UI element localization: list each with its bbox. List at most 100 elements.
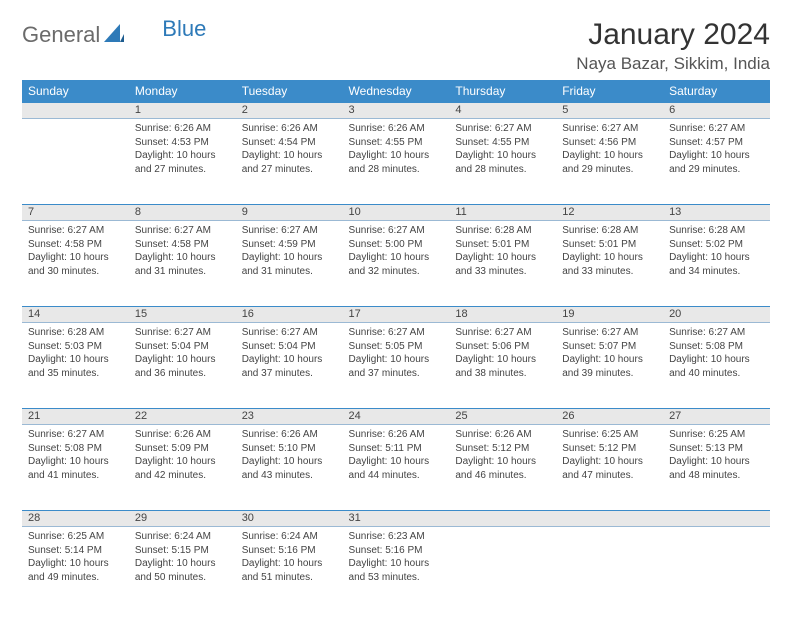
daylight-line: Daylight: 10 hours and 49 minutes. bbox=[28, 557, 123, 584]
brand-part1: General bbox=[22, 22, 100, 48]
daylight-line: Daylight: 10 hours and 43 minutes. bbox=[242, 455, 337, 482]
day-cell: Sunrise: 6:26 AMSunset: 4:55 PMDaylight:… bbox=[343, 119, 450, 205]
sunrise-line: Sunrise: 6:25 AM bbox=[28, 530, 123, 544]
sunset-line: Sunset: 5:11 PM bbox=[349, 442, 444, 456]
weekday-header: Thursday bbox=[449, 80, 556, 103]
sunset-line: Sunset: 5:05 PM bbox=[349, 340, 444, 354]
daylight-line: Daylight: 10 hours and 31 minutes. bbox=[242, 251, 337, 278]
daylight-line: Daylight: 10 hours and 38 minutes. bbox=[455, 353, 550, 380]
sunrise-line: Sunrise: 6:24 AM bbox=[242, 530, 337, 544]
daylight-line: Daylight: 10 hours and 37 minutes. bbox=[242, 353, 337, 380]
day-number: 13 bbox=[663, 205, 770, 221]
day-cell bbox=[556, 527, 663, 613]
day-number: 2 bbox=[236, 103, 343, 119]
sunset-line: Sunset: 5:01 PM bbox=[455, 238, 550, 252]
day-number: 28 bbox=[22, 511, 129, 527]
content-row: Sunrise: 6:27 AMSunset: 5:08 PMDaylight:… bbox=[22, 425, 770, 511]
daynum-row: 14151617181920 bbox=[22, 307, 770, 323]
sunset-line: Sunset: 5:15 PM bbox=[135, 544, 230, 558]
day-number: 1 bbox=[129, 103, 236, 119]
day-cell: Sunrise: 6:24 AMSunset: 5:15 PMDaylight:… bbox=[129, 527, 236, 613]
day-number bbox=[556, 511, 663, 527]
sunrise-line: Sunrise: 6:26 AM bbox=[135, 122, 230, 136]
daylight-line: Daylight: 10 hours and 35 minutes. bbox=[28, 353, 123, 380]
weekday-header-row: Sunday Monday Tuesday Wednesday Thursday… bbox=[22, 80, 770, 103]
sunrise-line: Sunrise: 6:28 AM bbox=[669, 224, 764, 238]
day-number: 29 bbox=[129, 511, 236, 527]
daylight-line: Daylight: 10 hours and 44 minutes. bbox=[349, 455, 444, 482]
sunset-line: Sunset: 5:02 PM bbox=[669, 238, 764, 252]
header: General Blue January 2024 Naya Bazar, Si… bbox=[22, 18, 770, 74]
day-number: 26 bbox=[556, 409, 663, 425]
weekday-header: Tuesday bbox=[236, 80, 343, 103]
day-number: 3 bbox=[343, 103, 450, 119]
daynum-row: 21222324252627 bbox=[22, 409, 770, 425]
day-cell: Sunrise: 6:25 AMSunset: 5:13 PMDaylight:… bbox=[663, 425, 770, 511]
sunset-line: Sunset: 5:07 PM bbox=[562, 340, 657, 354]
day-cell: Sunrise: 6:24 AMSunset: 5:16 PMDaylight:… bbox=[236, 527, 343, 613]
day-cell: Sunrise: 6:25 AMSunset: 5:14 PMDaylight:… bbox=[22, 527, 129, 613]
sunset-line: Sunset: 5:16 PM bbox=[242, 544, 337, 558]
day-number: 7 bbox=[22, 205, 129, 221]
calendar-page: General Blue January 2024 Naya Bazar, Si… bbox=[0, 0, 792, 623]
daylight-line: Daylight: 10 hours and 39 minutes. bbox=[562, 353, 657, 380]
sunrise-line: Sunrise: 6:25 AM bbox=[669, 428, 764, 442]
day-cell bbox=[449, 527, 556, 613]
daylight-line: Daylight: 10 hours and 29 minutes. bbox=[669, 149, 764, 176]
day-cell: Sunrise: 6:27 AMSunset: 4:56 PMDaylight:… bbox=[556, 119, 663, 205]
day-number: 30 bbox=[236, 511, 343, 527]
sunrise-line: Sunrise: 6:26 AM bbox=[242, 122, 337, 136]
sunrise-line: Sunrise: 6:27 AM bbox=[669, 326, 764, 340]
day-cell: Sunrise: 6:27 AMSunset: 4:58 PMDaylight:… bbox=[22, 221, 129, 307]
sunrise-line: Sunrise: 6:26 AM bbox=[455, 428, 550, 442]
daylight-line: Daylight: 10 hours and 47 minutes. bbox=[562, 455, 657, 482]
daynum-row: 28293031 bbox=[22, 511, 770, 527]
sunset-line: Sunset: 5:08 PM bbox=[28, 442, 123, 456]
weekday-header: Friday bbox=[556, 80, 663, 103]
daylight-line: Daylight: 10 hours and 31 minutes. bbox=[135, 251, 230, 278]
daylight-line: Daylight: 10 hours and 50 minutes. bbox=[135, 557, 230, 584]
sunrise-line: Sunrise: 6:27 AM bbox=[28, 224, 123, 238]
day-cell: Sunrise: 6:26 AMSunset: 4:53 PMDaylight:… bbox=[129, 119, 236, 205]
day-cell: Sunrise: 6:27 AMSunset: 5:04 PMDaylight:… bbox=[236, 323, 343, 409]
sunset-line: Sunset: 4:58 PM bbox=[28, 238, 123, 252]
day-cell: Sunrise: 6:26 AMSunset: 5:09 PMDaylight:… bbox=[129, 425, 236, 511]
daylight-line: Daylight: 10 hours and 42 minutes. bbox=[135, 455, 230, 482]
sunset-line: Sunset: 4:54 PM bbox=[242, 136, 337, 150]
weekday-header: Monday bbox=[129, 80, 236, 103]
daylight-line: Daylight: 10 hours and 29 minutes. bbox=[562, 149, 657, 176]
sunset-line: Sunset: 5:12 PM bbox=[562, 442, 657, 456]
sunrise-line: Sunrise: 6:27 AM bbox=[562, 122, 657, 136]
sunrise-line: Sunrise: 6:27 AM bbox=[455, 122, 550, 136]
daynum-row: 123456 bbox=[22, 103, 770, 119]
day-cell: Sunrise: 6:26 AMSunset: 4:54 PMDaylight:… bbox=[236, 119, 343, 205]
sunrise-line: Sunrise: 6:27 AM bbox=[242, 326, 337, 340]
day-number: 6 bbox=[663, 103, 770, 119]
daylight-line: Daylight: 10 hours and 34 minutes. bbox=[669, 251, 764, 278]
sunset-line: Sunset: 5:09 PM bbox=[135, 442, 230, 456]
day-cell: Sunrise: 6:28 AMSunset: 5:02 PMDaylight:… bbox=[663, 221, 770, 307]
day-cell: Sunrise: 6:27 AMSunset: 5:00 PMDaylight:… bbox=[343, 221, 450, 307]
day-number bbox=[22, 103, 129, 119]
day-cell bbox=[22, 119, 129, 205]
day-cell: Sunrise: 6:27 AMSunset: 5:05 PMDaylight:… bbox=[343, 323, 450, 409]
daylight-line: Daylight: 10 hours and 40 minutes. bbox=[669, 353, 764, 380]
sunrise-line: Sunrise: 6:26 AM bbox=[242, 428, 337, 442]
daylight-line: Daylight: 10 hours and 30 minutes. bbox=[28, 251, 123, 278]
sunset-line: Sunset: 5:04 PM bbox=[135, 340, 230, 354]
content-row: Sunrise: 6:28 AMSunset: 5:03 PMDaylight:… bbox=[22, 323, 770, 409]
day-number: 12 bbox=[556, 205, 663, 221]
day-cell: Sunrise: 6:23 AMSunset: 5:16 PMDaylight:… bbox=[343, 527, 450, 613]
day-cell: Sunrise: 6:26 AMSunset: 5:11 PMDaylight:… bbox=[343, 425, 450, 511]
sunrise-line: Sunrise: 6:28 AM bbox=[455, 224, 550, 238]
day-cell: Sunrise: 6:28 AMSunset: 5:01 PMDaylight:… bbox=[556, 221, 663, 307]
sunrise-line: Sunrise: 6:26 AM bbox=[349, 428, 444, 442]
daylight-line: Daylight: 10 hours and 32 minutes. bbox=[349, 251, 444, 278]
daylight-line: Daylight: 10 hours and 28 minutes. bbox=[349, 149, 444, 176]
sunrise-line: Sunrise: 6:25 AM bbox=[562, 428, 657, 442]
sunrise-line: Sunrise: 6:27 AM bbox=[562, 326, 657, 340]
content-row: Sunrise: 6:25 AMSunset: 5:14 PMDaylight:… bbox=[22, 527, 770, 613]
day-number: 10 bbox=[343, 205, 450, 221]
weekday-header: Sunday bbox=[22, 80, 129, 103]
sunset-line: Sunset: 5:03 PM bbox=[28, 340, 123, 354]
